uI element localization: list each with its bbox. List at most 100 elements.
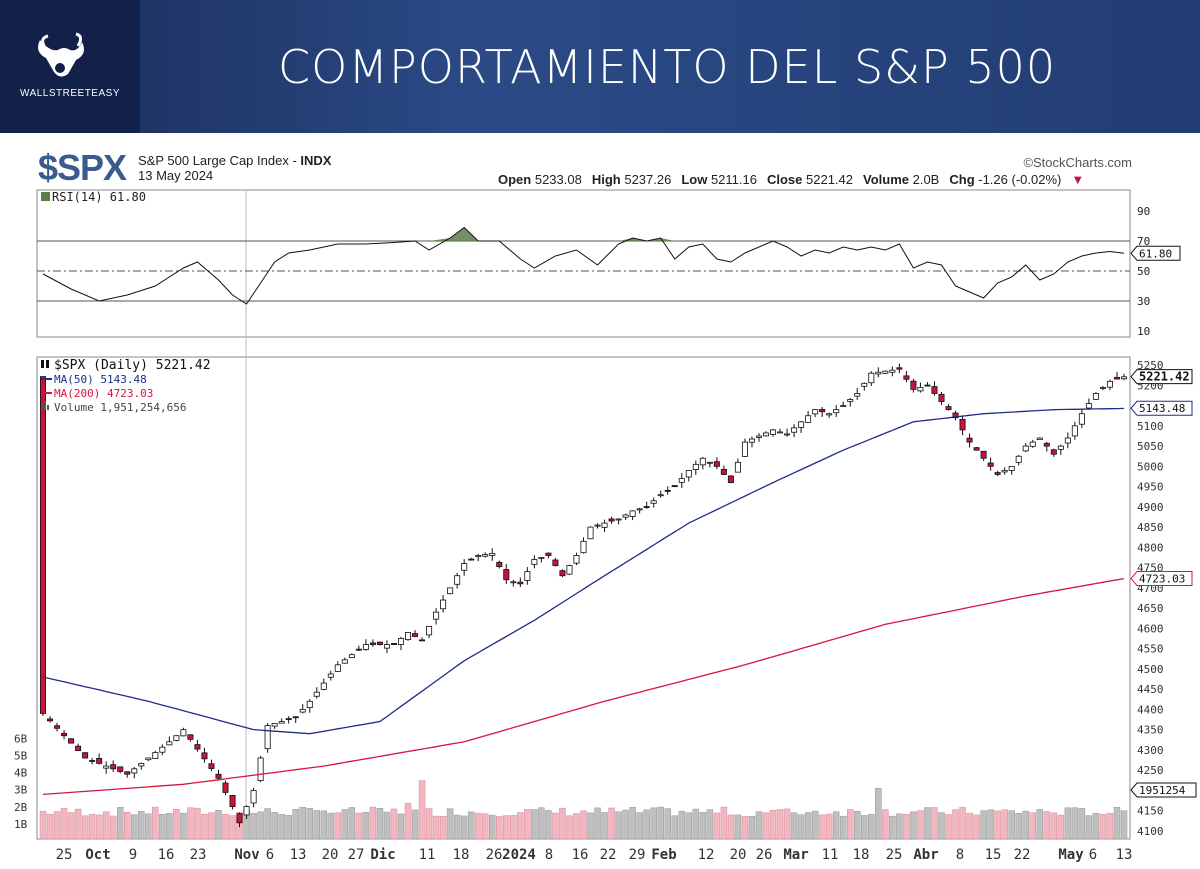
x-tick-label: 26 — [756, 847, 773, 863]
candle-body — [945, 406, 952, 411]
ohlc-label-open: Open — [498, 172, 535, 187]
volume-bar — [678, 810, 686, 840]
index-name: S&P 500 Large Cap Index - INDX — [138, 153, 332, 168]
ohlc-value-high: 5237.26 — [624, 172, 672, 187]
volume-bar — [159, 813, 166, 840]
candle-body — [896, 367, 903, 370]
candle-body — [657, 494, 664, 497]
x-tick-label: 16 — [158, 847, 175, 863]
volume-bar — [896, 813, 903, 840]
credit[interactable]: ©StockCharts.com — [1023, 155, 1132, 170]
candle-body — [306, 700, 313, 708]
index-name-text: S&P 500 Large Cap Index — [138, 153, 289, 168]
volume-bar — [145, 813, 152, 840]
volume-bar — [783, 808, 791, 840]
candle-body — [1099, 386, 1106, 389]
candle-body — [552, 559, 559, 566]
volume-bar — [1078, 808, 1086, 840]
volume-bar — [559, 807, 566, 840]
x-tick-label: 25 — [56, 847, 73, 863]
candle-body — [770, 429, 777, 435]
candle-body — [229, 795, 236, 807]
candle-body — [89, 760, 96, 762]
volume-bar — [446, 808, 454, 840]
candle-body — [1015, 455, 1022, 463]
x-tick-label: 9 — [129, 847, 137, 863]
ma50-value: 5143.48 — [1139, 402, 1185, 415]
volume-bar — [1113, 806, 1121, 840]
candle-body — [566, 565, 573, 575]
volume-bar — [376, 807, 384, 840]
volume-bar — [229, 815, 236, 840]
ma50-tag — [1130, 400, 1193, 416]
volume-bar — [369, 806, 377, 840]
candle-body — [54, 725, 61, 729]
candle-body — [440, 599, 447, 610]
volume-tick-label: 2B — [14, 801, 28, 814]
candle-body — [138, 762, 145, 767]
candle-body — [173, 735, 180, 741]
price-tick-label: 4900 — [1137, 501, 1164, 514]
x-tick-label: 11 — [419, 847, 436, 863]
candle-body — [917, 386, 924, 392]
price-tick-label: 4450 — [1137, 683, 1164, 696]
candle-body — [236, 813, 243, 824]
volume-bar — [257, 811, 264, 840]
candle-body — [348, 654, 355, 659]
volume-bar — [861, 815, 868, 840]
chart-date: 13 May 2024 — [138, 168, 214, 183]
price-tick-label: 4850 — [1137, 521, 1164, 534]
ohlc-value-volume: 2.0B — [912, 172, 940, 187]
candle-body — [966, 437, 973, 443]
chg-down-icon: ▼ — [1071, 172, 1085, 187]
volume-bar — [966, 812, 973, 840]
x-tick-label: 22 — [1014, 847, 1031, 863]
candle-body — [545, 552, 552, 556]
candle-body — [580, 540, 587, 554]
candle-body — [1085, 403, 1092, 409]
volume-bar — [517, 812, 524, 840]
volume-bar — [1015, 813, 1022, 840]
volume-bar — [664, 808, 671, 840]
logo[interactable]: WALLSTREETEASY — [0, 0, 140, 133]
candle-body — [503, 569, 510, 581]
candle-body — [131, 768, 138, 774]
candle-body — [510, 581, 517, 584]
candle-body — [257, 757, 264, 781]
legend-ma50: MA(50) 5143.48 — [54, 373, 147, 386]
candle-body — [383, 644, 390, 649]
candle-body — [145, 757, 152, 761]
candle-body — [601, 522, 608, 528]
candle-body — [61, 732, 68, 737]
page-title: COMPORTAMIENTO DEL S&P 500 — [278, 40, 1057, 94]
volume-bar — [671, 815, 679, 840]
volume-bar — [622, 809, 629, 840]
candle-body — [615, 518, 622, 521]
ohlc-label-low: Low — [681, 172, 711, 187]
volume-bar — [348, 807, 356, 840]
volume-bar — [60, 807, 68, 840]
banner: WALLSTREETEASY COMPORTAMIENTO DEL S&P 50… — [0, 0, 1200, 133]
volume-bar — [692, 808, 700, 840]
candle-body — [1008, 465, 1015, 471]
candle-body — [243, 806, 250, 816]
volume-bar — [425, 808, 433, 840]
volume-bar — [615, 811, 622, 840]
x-tick-label: Nov — [234, 847, 259, 863]
volume-bar — [657, 806, 664, 840]
ohlc-label-chg: Chg — [949, 172, 979, 187]
volume-bar — [278, 813, 285, 840]
candle-body — [854, 393, 861, 397]
legend-volume-icon — [41, 403, 43, 410]
candle-body — [96, 758, 103, 764]
candle-body — [910, 380, 917, 390]
candle-body — [264, 725, 271, 750]
volume-bar — [531, 809, 538, 840]
ohlc-label-close: Close — [766, 172, 806, 187]
volume-bar — [1106, 812, 1114, 840]
candle-body — [664, 489, 671, 492]
volume-bar — [608, 807, 615, 840]
volume-bar — [727, 814, 735, 840]
candle-body — [454, 575, 461, 585]
